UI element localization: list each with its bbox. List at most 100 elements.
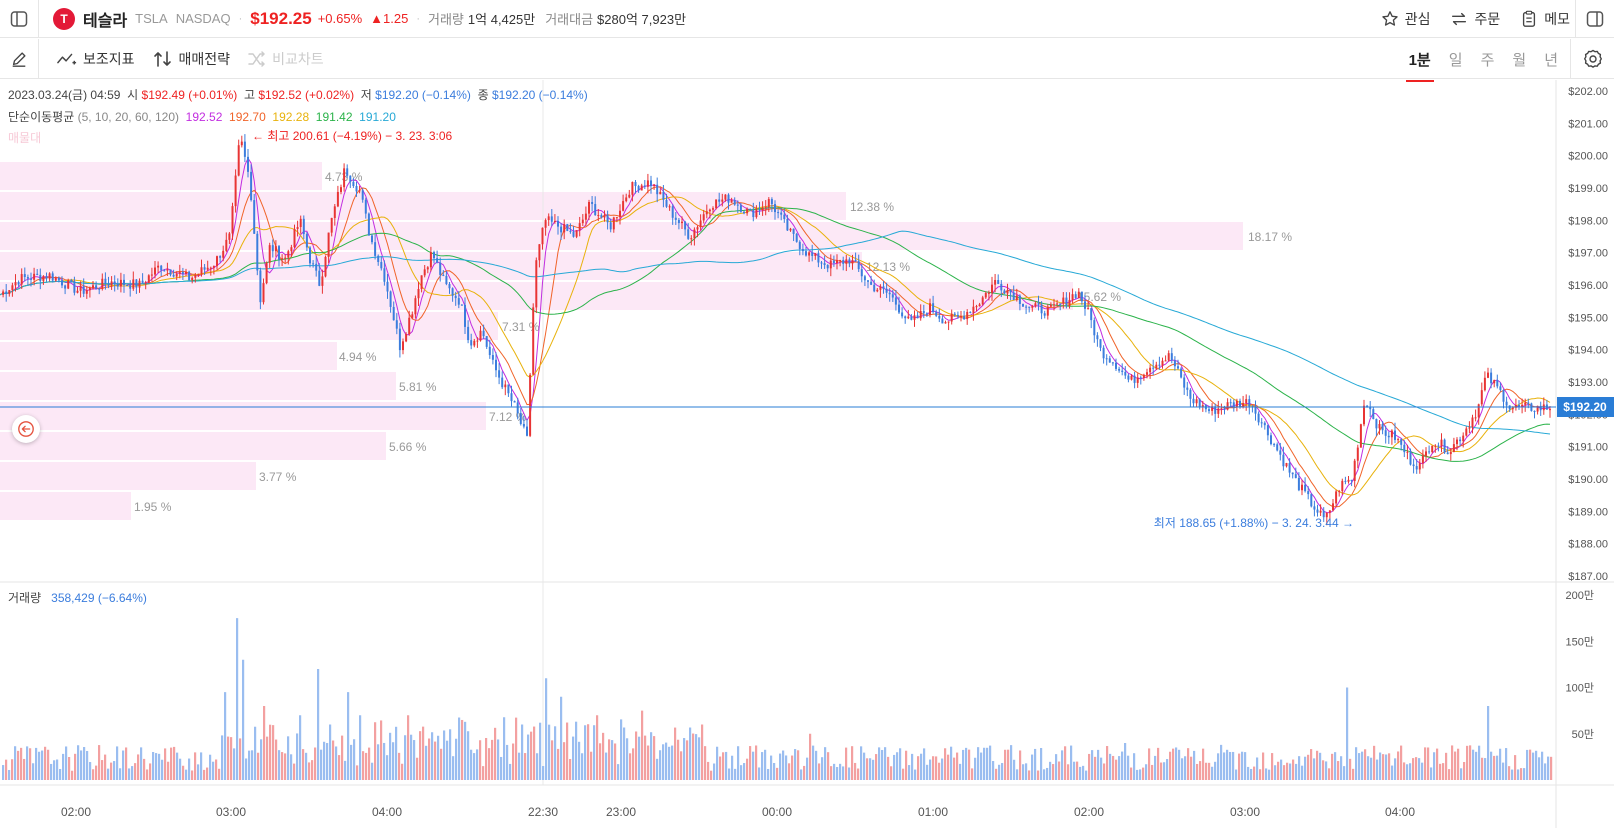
watchlist-button[interactable]: 관심: [1381, 9, 1430, 29]
memo-button[interactable]: 메모: [1520, 9, 1570, 29]
candle-body: [1090, 308, 1093, 321]
candle-body: [870, 281, 873, 285]
candle-body: [758, 209, 761, 211]
candle-body: [876, 289, 879, 292]
draw-button[interactable]: [0, 39, 38, 79]
candle-body: [1384, 430, 1387, 436]
volume-bar: [1088, 753, 1091, 780]
candle-body: [671, 206, 674, 218]
order-button[interactable]: 주문: [1450, 9, 1500, 29]
volume-bar: [1019, 750, 1022, 780]
candle-body: [786, 218, 789, 231]
price-chart[interactable]: 4.73 %12.38 %18.17 %12.13 %15.62 %7.31 %…: [0, 80, 1614, 828]
volume-bar: [1193, 750, 1196, 780]
candle-body: [1239, 400, 1241, 408]
volume-bar: [20, 747, 23, 780]
candle-body: [172, 274, 175, 277]
candle-body: [274, 246, 277, 252]
volume-bar: [863, 752, 866, 780]
volume-bar: [722, 752, 725, 780]
tab-month[interactable]: 월: [1512, 51, 1527, 69]
volume-bar: [215, 759, 218, 780]
volume-bar: [464, 721, 467, 780]
candle-body: [910, 316, 913, 320]
candle-body: [188, 271, 191, 281]
candle-body: [656, 184, 659, 195]
volume-bar: [680, 751, 683, 780]
volume-bar: [74, 753, 77, 780]
volume-bar: [1079, 766, 1082, 780]
current-price-tag: $192.20: [1557, 397, 1614, 417]
volume-bar: [1130, 767, 1133, 780]
volume-bar: [1022, 764, 1025, 780]
volume-bar: [32, 763, 35, 780]
volume-bar: [266, 736, 269, 780]
chart-area[interactable]: 4.73 % 12.38 % 18.17 % 12.13 % 15.62 % 7.31 %…: [0, 80, 1614, 828]
candle-body: [340, 187, 342, 192]
candle-body: [774, 204, 776, 213]
volume-bar: [365, 752, 368, 780]
candle-body: [811, 252, 814, 256]
candle-body: [733, 200, 736, 205]
candle-body: [1415, 466, 1418, 470]
volume-bar: [1274, 765, 1277, 780]
candle-body: [429, 252, 432, 268]
volume-bar: [1001, 763, 1004, 780]
volume-bar: [1169, 751, 1172, 780]
compare-chart-button[interactable]: 비교차트: [248, 49, 324, 69]
right-panel-toggle-button[interactable]: [1576, 0, 1614, 38]
indicators-button[interactable]: 보조지표: [57, 49, 135, 69]
candle-body: [705, 211, 708, 215]
sidebar-toggle-button[interactable]: [0, 0, 38, 38]
strategy-label: 매매전략: [178, 50, 231, 67]
candle-body: [1514, 404, 1517, 408]
candle-body: [963, 316, 966, 320]
candle-body: [888, 292, 891, 295]
tab-1min[interactable]: 1분: [1405, 49, 1434, 82]
tab-week[interactable]: 주: [1480, 51, 1495, 69]
candle-body: [1332, 503, 1334, 511]
candle-body: [1248, 399, 1251, 407]
arrow-left-circle-icon: [18, 421, 34, 437]
scroll-back-button[interactable]: [12, 415, 40, 443]
candle-body: [389, 291, 392, 307]
candle-body: [1183, 377, 1186, 388]
volume-bar: [95, 765, 98, 780]
volume-bar: [476, 749, 479, 780]
volume-bar: [650, 732, 653, 780]
volume-bar: [68, 756, 71, 780]
candle-body: [826, 265, 829, 269]
candle-body: [857, 261, 860, 270]
candle-body: [606, 215, 609, 223]
volume-bar: [1031, 754, 1034, 780]
volume-bar: [1424, 747, 1427, 780]
candle-body: [479, 330, 482, 341]
tab-day[interactable]: 일: [1448, 51, 1463, 69]
volume-bar: [422, 726, 425, 780]
chart-settings-button[interactable]: [1570, 39, 1614, 79]
volume-bar: [59, 768, 62, 780]
star-icon: [1382, 11, 1398, 26]
volume-bar: [1415, 757, 1418, 780]
price-tick-label: $195.00: [1568, 312, 1608, 324]
volume-bar: [1256, 757, 1259, 780]
candle-body: [969, 311, 972, 313]
candle-body: [398, 328, 401, 351]
volume-bar: [236, 618, 239, 780]
strategy-button[interactable]: 매매전략: [153, 49, 231, 69]
volume-bar: [443, 730, 446, 780]
candle-body: [296, 227, 299, 230]
volume-bar: [1265, 768, 1268, 780]
ma-info[interactable]: 단순이동평균 (5, 10, 20, 60, 120) 192.52 192.7…: [8, 108, 396, 125]
candle-body: [361, 190, 364, 200]
volume-bar: [488, 748, 491, 780]
candle-body: [209, 267, 212, 269]
tab-year[interactable]: 년: [1544, 51, 1558, 69]
candle-body: [123, 279, 125, 285]
volume-bar: [1322, 760, 1325, 780]
candle-body: [941, 318, 944, 324]
volume-bar: [221, 735, 224, 780]
volume-bar: [707, 761, 710, 780]
candle-body: [1322, 510, 1325, 518]
volume-bar: [764, 749, 767, 780]
